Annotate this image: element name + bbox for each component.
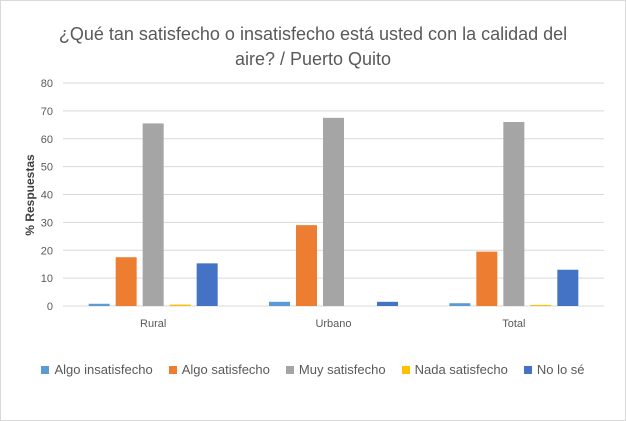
- y-tick-label: 0: [47, 301, 53, 313]
- bar: [269, 302, 290, 306]
- legend-item: Algo insatisfecho: [41, 362, 152, 377]
- y-tick-label: 50: [41, 162, 53, 174]
- legend-label: No lo sé: [537, 362, 585, 377]
- legend-item: Nada satisfecho: [402, 362, 508, 377]
- legend-swatch: [286, 366, 294, 374]
- legend-label: Algo satisfecho: [182, 362, 270, 377]
- y-tick-label: 40: [41, 190, 53, 202]
- bar: [449, 303, 470, 306]
- bar: [503, 122, 524, 306]
- legend-label: Muy satisfecho: [299, 362, 386, 377]
- bar: [476, 252, 497, 306]
- legend-item: Algo satisfecho: [169, 362, 270, 377]
- legend-item: No lo sé: [524, 362, 585, 377]
- bar: [170, 305, 191, 306]
- legend-item: Muy satisfecho: [286, 362, 386, 377]
- legend-swatch: [524, 366, 532, 374]
- y-tick-label: 30: [41, 217, 53, 229]
- x-tick-label: Urbano: [315, 318, 351, 330]
- y-axis-ticks: 0 10 20 30 40 50 60 70 80: [41, 78, 53, 313]
- y-tick-label: 60: [41, 134, 53, 146]
- y-axis-label: % Respuestas: [23, 154, 37, 236]
- bar: [323, 118, 344, 306]
- legend-swatch: [41, 366, 49, 374]
- y-tick-label: 80: [41, 78, 53, 90]
- chart-legend: Algo insatisfecho Algo satisfecho Muy sati…: [0, 362, 626, 377]
- legend-label: Algo insatisfecho: [54, 362, 152, 377]
- bar: [377, 302, 398, 306]
- bar: [197, 263, 218, 306]
- legend-label: Nada satisfecho: [415, 362, 508, 377]
- legend-swatch: [402, 366, 410, 374]
- bars: [89, 118, 579, 306]
- legend-swatch: [169, 366, 177, 374]
- bar: [89, 304, 110, 306]
- x-tick-label: Rural: [140, 318, 166, 330]
- bar: [530, 305, 551, 306]
- bar: [116, 257, 137, 306]
- y-tick-label: 20: [41, 245, 53, 257]
- bar: [557, 270, 578, 306]
- x-tick-label: Total: [502, 318, 525, 330]
- y-tick-label: 70: [41, 106, 53, 118]
- x-axis-ticks: Rural Urbano Total: [140, 318, 525, 330]
- bar: [296, 225, 317, 306]
- y-tick-label: 10: [41, 273, 53, 285]
- bar: [143, 123, 164, 306]
